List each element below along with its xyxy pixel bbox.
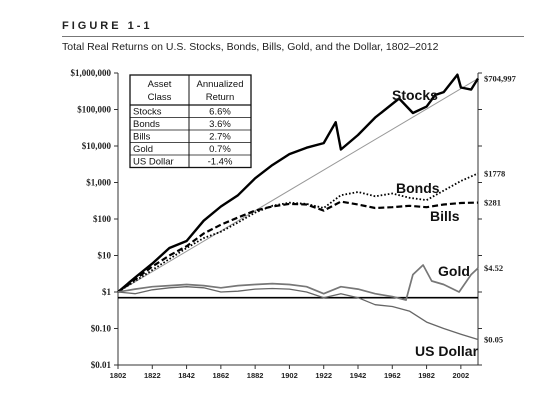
figure-title: Total Real Returns on U.S. Stocks, Bonds…	[62, 41, 439, 53]
y-tick-label: $100	[93, 214, 112, 224]
chart-series-lines	[117, 73, 480, 341]
y-tick-label: $100,000	[77, 105, 111, 115]
table-header-cell: Return	[206, 92, 235, 103]
y-tick-label: $0.01	[91, 360, 112, 370]
table-header-cell: Annualized	[196, 79, 243, 90]
table-border	[129, 74, 252, 169]
end-value-gold: $4.52	[484, 263, 503, 273]
figure-rule	[62, 36, 524, 37]
y-tick-label: $0.10	[91, 324, 112, 334]
chart-series-labels: Stocks $704,997 Bonds $1778 Bills $281 Gold $4.…	[392, 74, 517, 359]
chart-axes: $1,000,000 $100,000 $10,000 $1,000 $100 $10 $1…	[71, 68, 482, 380]
y-tick-label: $10,000	[82, 141, 112, 151]
y-tick-label: $1	[102, 287, 112, 297]
series-line-stocks	[117, 73, 480, 293]
table-cell-return: 3.6%	[209, 119, 231, 130]
table-cell-return: 6.6%	[209, 107, 231, 118]
x-tick-label: 1802	[110, 371, 127, 380]
table-header-cell: Asset	[148, 79, 172, 90]
figure-label: FIGURE 1-1	[62, 20, 153, 32]
x-tick-label: 1942	[350, 371, 367, 380]
series-line-gold	[117, 264, 479, 301]
y-tick-label: $1,000	[86, 178, 111, 188]
series-line-bills	[117, 200, 479, 293]
series-line-us-dollar	[117, 286, 479, 341]
table-cell-asset: Bonds	[133, 119, 160, 130]
x-tick-label: 1882	[247, 371, 264, 380]
series-label-gold: Gold	[438, 263, 470, 279]
y-tick-label: $1,000,000	[71, 68, 112, 78]
table-cell-return: -1.4%	[208, 157, 233, 168]
x-tick-label: 1922	[315, 371, 332, 380]
x-tick-label: 1862	[213, 371, 230, 380]
series-label-us-dollar: US Dollar	[415, 343, 479, 359]
table-cell-asset: Bills	[133, 132, 151, 143]
x-tick-label: 1842	[178, 371, 195, 380]
y-tick-label: $10	[98, 251, 112, 261]
table-cell-return: 0.7%	[209, 144, 231, 155]
x-tick-label: 1962	[384, 371, 401, 380]
trend-line	[117, 78, 479, 293]
series-label-stocks: Stocks	[392, 87, 438, 103]
end-value-us-dollar: $0.05	[484, 334, 503, 344]
end-value-stocks: $704,997	[484, 74, 517, 84]
table-cell-return: 2.7%	[209, 132, 231, 143]
table-header-cell: Class	[148, 92, 172, 103]
series-label-bills: Bills	[430, 208, 460, 224]
table-cell-asset: Stocks	[133, 107, 162, 118]
x-tick-label: 2002	[453, 371, 470, 380]
x-tick-label: 1822	[144, 371, 161, 380]
end-value-bills: $281	[484, 198, 501, 208]
returns-table: Asset Class Annualized Return Stocks 6.6% Bond…	[129, 74, 252, 169]
series-label-bonds: Bonds	[396, 180, 440, 196]
x-tick-label: 1982	[418, 371, 435, 380]
x-tick-label: 1902	[281, 371, 298, 380]
end-value-bonds: $1778	[484, 168, 505, 178]
table-cell-asset: Gold	[133, 144, 153, 155]
table-cell-asset: US Dollar	[133, 157, 174, 168]
